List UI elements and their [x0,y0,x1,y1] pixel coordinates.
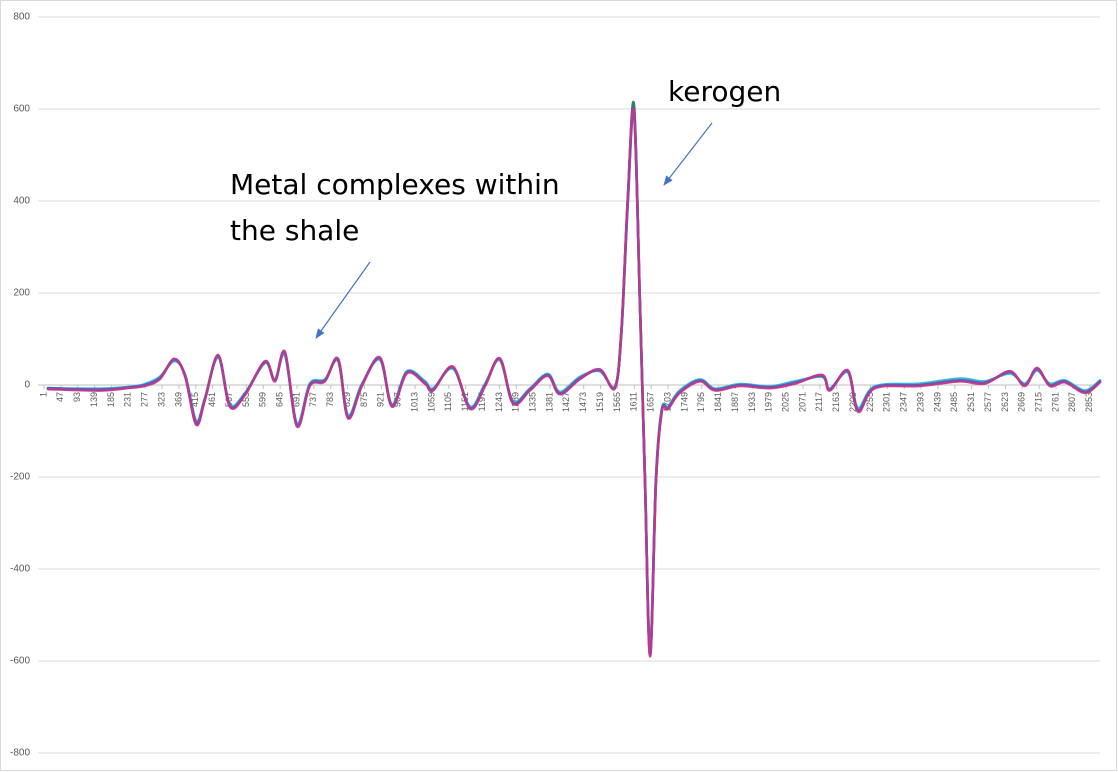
y-tick-label: -200 [10,472,30,483]
x-tick-label: 1565 [612,392,622,412]
x-tick-label: 1197 [477,392,487,411]
x-tick-label: 369 [173,392,183,407]
x-tick-label: 2669 [1017,392,1027,412]
x-tick-label: 1473 [578,392,588,412]
x-tick-label: 2025 [781,392,791,412]
x-tick-label: 1059 [426,392,436,412]
x-tick-label: 2531 [966,392,976,412]
x-tick-label: 2623 [1000,392,1010,412]
x-tick-label: 2255 [865,392,875,412]
x-tick-label: 461 [207,392,217,407]
annotation-text: kerogen [668,75,781,108]
x-tick-label: 2853 [1084,392,1094,412]
x-tick-label: 2761 [1050,392,1060,412]
x-tick-label: 1657 [646,392,656,412]
annotation-arrow [663,122,713,186]
x-tick-label: 1335 [528,392,538,412]
annotation-text: the shale [230,214,359,247]
x-tick-label: 599 [258,392,268,407]
x-tick-label: 783 [325,392,335,407]
x-tick-label: 2393 [915,392,925,412]
y-tick-label: 200 [13,288,30,299]
y-tick-label: 600 [13,104,30,115]
y-tick-label: 0 [24,380,30,391]
x-tick-label: 737 [308,392,318,407]
y-tick-label: -600 [10,656,30,667]
x-tick-label: 1841 [713,392,723,412]
y-tick-label: -800 [10,748,30,759]
x-tick-label: 1979 [764,392,774,412]
x-tick-label: 1611 [629,392,639,411]
x-tick-label: 1519 [595,392,605,412]
x-tick-label: 2347 [899,392,909,412]
x-tick-label: 93 [72,392,82,402]
x-tick-label: 1243 [494,392,504,412]
x-tick-label: 829 [342,392,352,407]
annotation-text: Metal complexes within [230,168,560,201]
x-tick-label: 2163 [831,392,841,412]
x-tick-label: 691 [291,392,301,407]
x-axis: 1 47 93 139 185 231 277 323 369 415 461 507 553 599 64… [38,384,1100,412]
x-tick-label: 2209 [848,392,858,412]
x-tick-label: 1381 [544,392,554,412]
x-tick-label: 2439 [932,392,942,412]
x-tick-label: 1105 [443,392,453,411]
x-tick-label: 139 [89,392,99,407]
x-tick-label: 185 [106,392,116,407]
x-tick-label: 2485 [949,392,959,412]
x-tick-label: 1427 [561,392,571,412]
x-tick-label: 1887 [730,392,740,412]
y-tick-label: 400 [13,196,30,207]
x-tick-label: 2117 [814,392,824,411]
x-tick-label: 1 [38,392,48,397]
x-tick-label: 1933 [747,392,757,412]
series-line [46,107,1102,658]
x-tick-label: 875 [359,392,369,407]
x-tick-label: 645 [275,392,285,407]
x-tick-label: 1703 [662,392,672,412]
x-tick-label: 2071 [797,392,807,412]
y-tick-label: -400 [10,564,30,575]
x-tick-label: 921 [376,392,386,407]
annotations: kerogen Metal complexes within the shale [230,75,781,339]
x-tick-label: 323 [156,392,166,407]
x-tick-label: 1013 [409,392,419,412]
y-tick-label: 800 [13,12,30,23]
x-tick-label: 277 [140,392,150,407]
x-tick-label: 553 [241,392,251,407]
plot-area [46,100,1102,658]
x-tick-label: 1795 [696,392,706,412]
x-tick-label: 415 [190,392,200,407]
x-tick-label: 47 [55,392,65,402]
x-tick-label: 2807 [1067,392,1077,412]
x-tick-label: 231 [123,392,133,407]
x-tick-label: 2715 [1034,392,1044,412]
annotation-arrow [315,261,371,339]
x-tick-label: 2577 [983,392,993,412]
x-tick-label: 2301 [882,392,892,412]
x-tick-label: 1749 [679,392,689,412]
